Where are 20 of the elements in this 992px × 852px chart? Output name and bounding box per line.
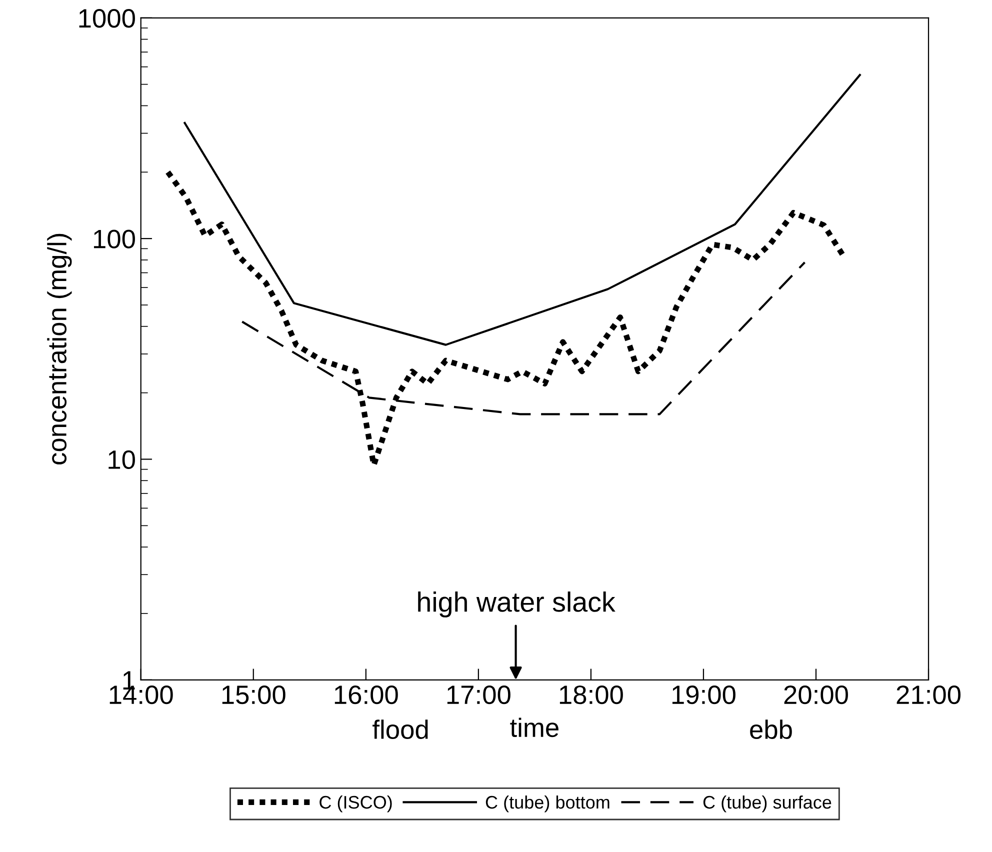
legend-label: C (ISCO) (320, 795, 392, 812)
text: ebb (750, 720, 792, 739)
x-tick-label: 16:00 (334, 685, 398, 704)
x-tick-label: 20:00 (784, 685, 848, 704)
y-axis-title: concentration (mg/l) (47, 234, 72, 464)
line-series (241, 261, 806, 416)
annotation: high water slack (418, 592, 616, 618)
x-tick-label: 21:00 (896, 685, 960, 704)
x-tick-label: 18:00 (560, 685, 623, 704)
x-tick-label: 17:00 (447, 685, 510, 704)
line-series (184, 74, 861, 346)
text: flood (372, 720, 428, 739)
legend-label: C (tube) surface (703, 795, 832, 812)
x-axis-title: time (510, 718, 558, 738)
y-tick-label: 10 (108, 450, 135, 470)
x-tick-label: 15:00 (222, 685, 286, 704)
y-tick-label: 100 (94, 230, 135, 248)
y-tick-label: 1000 (79, 9, 135, 28)
legend-label: C (tube) bottom (486, 795, 610, 812)
x-tick-label: 19:00 (672, 685, 736, 704)
